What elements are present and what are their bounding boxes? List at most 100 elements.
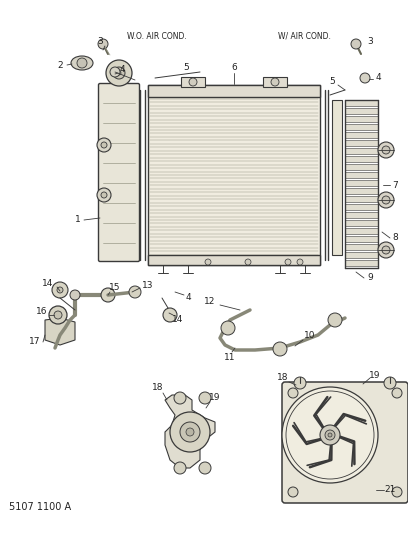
Bar <box>345 180 378 186</box>
Bar <box>345 100 378 106</box>
Circle shape <box>186 428 194 436</box>
Bar <box>345 196 378 202</box>
Bar <box>345 116 378 122</box>
Circle shape <box>328 313 342 327</box>
Text: 2: 2 <box>57 61 63 69</box>
Bar <box>345 220 378 226</box>
Bar <box>148 85 320 265</box>
Bar <box>345 188 378 194</box>
Text: W.O. AIR COND.: W.O. AIR COND. <box>127 32 187 41</box>
Text: 5107 1100 A: 5107 1100 A <box>9 503 71 512</box>
Text: 3: 3 <box>97 37 103 46</box>
Circle shape <box>101 142 107 148</box>
Circle shape <box>382 246 390 254</box>
Bar <box>345 148 378 154</box>
Circle shape <box>378 142 394 158</box>
Text: 11: 11 <box>224 352 236 361</box>
Text: 12: 12 <box>204 297 216 306</box>
Circle shape <box>98 39 108 49</box>
Circle shape <box>110 67 120 77</box>
Circle shape <box>360 73 370 83</box>
Text: 8: 8 <box>392 233 398 243</box>
Circle shape <box>297 259 303 265</box>
Text: 21: 21 <box>384 486 396 495</box>
Bar <box>345 124 378 130</box>
Circle shape <box>97 138 111 152</box>
Bar <box>345 108 378 114</box>
Text: 9: 9 <box>367 273 373 282</box>
Circle shape <box>174 462 186 474</box>
Bar <box>345 228 378 234</box>
Circle shape <box>221 321 235 335</box>
Text: 19: 19 <box>369 370 381 379</box>
Text: 4: 4 <box>375 74 381 83</box>
Circle shape <box>273 342 287 356</box>
Circle shape <box>101 192 107 198</box>
Circle shape <box>117 71 121 75</box>
Circle shape <box>392 487 402 497</box>
Bar <box>148 85 320 97</box>
Text: 4: 4 <box>185 294 191 303</box>
Circle shape <box>106 60 132 86</box>
Circle shape <box>163 308 177 322</box>
Text: 19: 19 <box>209 393 221 402</box>
Bar <box>345 132 378 138</box>
Bar <box>345 204 378 210</box>
Circle shape <box>392 388 402 398</box>
FancyBboxPatch shape <box>98 84 140 262</box>
Text: 5: 5 <box>329 77 335 86</box>
Circle shape <box>378 192 394 208</box>
Circle shape <box>54 311 62 319</box>
Circle shape <box>57 287 63 293</box>
Circle shape <box>294 377 306 389</box>
Circle shape <box>282 387 378 483</box>
Text: 18: 18 <box>152 384 164 392</box>
Bar <box>181 77 205 87</box>
Circle shape <box>271 78 279 86</box>
Bar <box>345 172 378 178</box>
Text: 14: 14 <box>172 316 184 325</box>
Bar <box>345 244 378 250</box>
Polygon shape <box>45 318 75 345</box>
Circle shape <box>199 392 211 404</box>
Text: 13: 13 <box>142 280 154 289</box>
Text: 10: 10 <box>304 332 316 341</box>
Circle shape <box>97 188 111 202</box>
Circle shape <box>382 196 390 204</box>
Circle shape <box>288 388 298 398</box>
Bar <box>345 252 378 258</box>
Text: 3: 3 <box>367 37 373 46</box>
Bar <box>148 255 320 265</box>
Circle shape <box>378 242 394 258</box>
Text: 18: 18 <box>277 374 289 383</box>
Bar <box>263 77 287 87</box>
Bar <box>345 156 378 162</box>
Circle shape <box>52 282 68 298</box>
Circle shape <box>180 422 200 442</box>
Circle shape <box>101 288 115 302</box>
Circle shape <box>189 78 197 86</box>
Bar <box>345 140 378 146</box>
Circle shape <box>285 259 291 265</box>
Text: W/ AIR COND.: W/ AIR COND. <box>277 32 330 41</box>
Circle shape <box>174 392 186 404</box>
Circle shape <box>70 290 80 300</box>
Text: 14: 14 <box>42 279 54 287</box>
Text: 17: 17 <box>29 337 41 346</box>
Text: 7: 7 <box>392 181 398 190</box>
Circle shape <box>382 146 390 154</box>
Text: 4: 4 <box>119 66 125 75</box>
Text: 1: 1 <box>75 215 81 224</box>
Text: 5: 5 <box>183 63 189 72</box>
Circle shape <box>245 259 251 265</box>
Circle shape <box>384 377 396 389</box>
Bar <box>345 164 378 170</box>
Circle shape <box>77 58 87 68</box>
Circle shape <box>288 487 298 497</box>
Circle shape <box>325 430 335 440</box>
Bar <box>345 260 378 266</box>
Circle shape <box>199 462 211 474</box>
Bar <box>345 236 378 242</box>
Ellipse shape <box>71 56 93 70</box>
Circle shape <box>351 39 361 49</box>
